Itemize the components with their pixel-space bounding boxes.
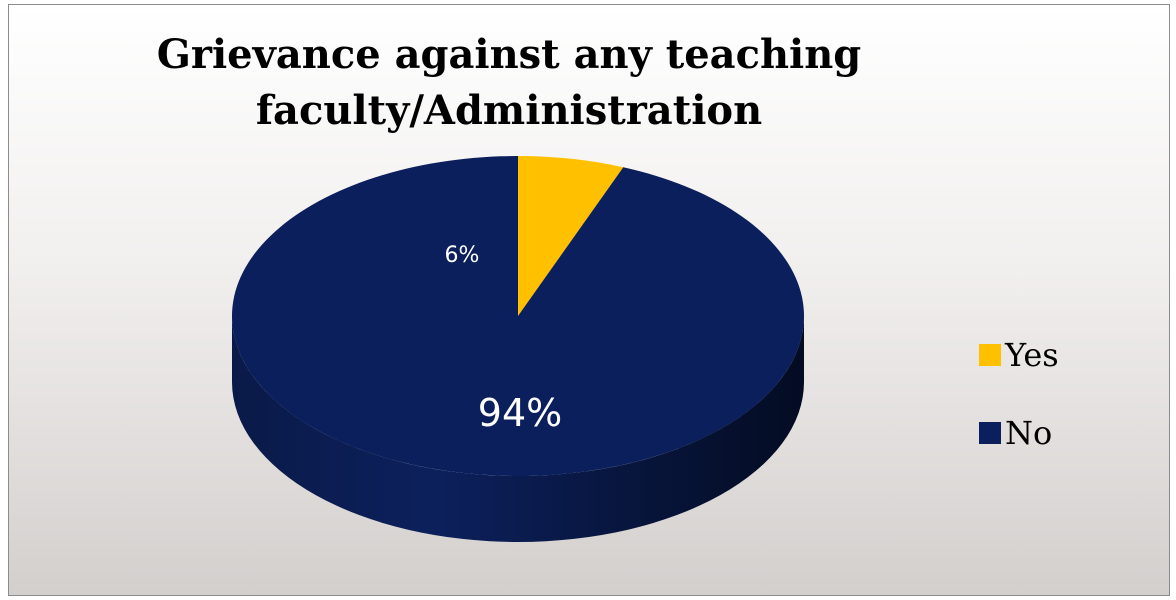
legend-label-no: No bbox=[1005, 414, 1053, 452]
data-label-no: 94% bbox=[478, 391, 562, 435]
pie-side-wall bbox=[232, 316, 804, 542]
legend-item-no: No bbox=[979, 413, 1059, 453]
pie-chart: 6% 94% bbox=[231, 156, 805, 542]
legend-swatch-no bbox=[979, 422, 1001, 444]
pie-slice-yes bbox=[518, 156, 624, 316]
chart-area: Grievance against any teaching faculty/A… bbox=[8, 4, 1170, 596]
chart-title: Grievance against any teaching faculty/A… bbox=[156, 31, 862, 134]
pie-slice-no bbox=[231, 156, 805, 476]
data-label-yes: 6% bbox=[445, 243, 480, 268]
chart-legend: Yes No bbox=[979, 335, 1059, 491]
legend-swatch-yes bbox=[979, 344, 1001, 366]
legend-item-yes: Yes bbox=[979, 335, 1059, 375]
legend-label-yes: Yes bbox=[1005, 336, 1059, 374]
